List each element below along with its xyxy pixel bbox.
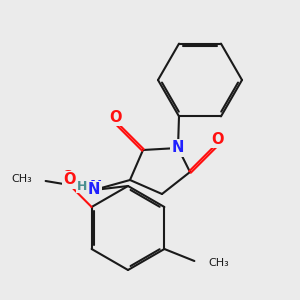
- Text: O: O: [63, 172, 76, 188]
- Text: N: N: [90, 181, 102, 196]
- Text: O: O: [212, 131, 224, 146]
- Text: H: H: [77, 179, 87, 193]
- Text: O: O: [61, 170, 74, 185]
- Text: N: N: [88, 182, 100, 197]
- Text: N: N: [173, 140, 185, 154]
- Text: CH₃: CH₃: [208, 258, 229, 268]
- Text: O: O: [214, 130, 226, 145]
- Text: CH₃: CH₃: [11, 174, 32, 184]
- Text: N: N: [172, 140, 184, 155]
- Text: O: O: [107, 107, 119, 122]
- Text: O: O: [109, 110, 121, 124]
- Text: H: H: [77, 179, 87, 193]
